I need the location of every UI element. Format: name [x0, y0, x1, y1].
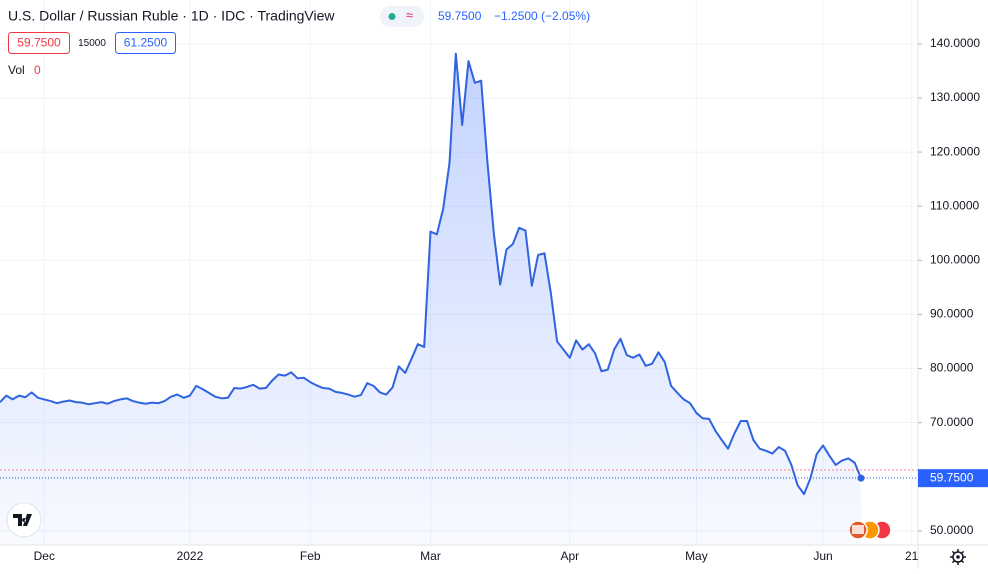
axes: 50.000060.000070.000080.000090.0000100.0… — [34, 36, 988, 563]
sell-button[interactable] — [8, 32, 70, 54]
x-tick-label: Apr — [560, 549, 579, 563]
bid-price: 59.7500 — [17, 36, 61, 50]
event-flags[interactable] — [848, 520, 892, 540]
y-tick-label: 50.0000 — [930, 523, 974, 537]
logo-glyph — [13, 514, 32, 526]
area-fill — [0, 53, 862, 545]
status-pill[interactable] — [380, 6, 424, 27]
y-tick-label: 70.0000 — [930, 415, 974, 429]
spread: 15000 — [78, 38, 106, 49]
x-tick-label: Mar — [420, 549, 441, 563]
volume-value: 0 — [34, 63, 41, 77]
legend-last: 59.7500 — [438, 9, 482, 23]
y-tick-label: 80.0000 — [930, 361, 974, 375]
price-line — [0, 52, 862, 496]
plot — [0, 52, 918, 545]
x-tick-label: Dec — [34, 549, 55, 563]
y-tick-label: 130.0000 — [930, 90, 980, 104]
buy-button[interactable] — [115, 32, 176, 54]
chart-title: U.S. Dollar / Russian Ruble · 1D · IDC ·… — [8, 8, 335, 24]
legend-change: −1.2500 (−2.05%) — [494, 9, 590, 23]
x-tick-label: 2022 — [177, 549, 204, 563]
last-price-label: 59.7500 — [930, 470, 974, 484]
y-tick-label: 100.0000 — [930, 252, 980, 266]
delayed-icon: ≈ — [406, 7, 413, 22]
market-status-dot — [388, 13, 396, 20]
y-tick-label: 140.0000 — [930, 36, 980, 50]
x-tick-label: Feb — [300, 549, 321, 563]
x-tick-label: Jun — [813, 549, 832, 563]
x-tick-label: May — [685, 549, 708, 563]
volume-label: Vol — [8, 63, 25, 77]
settings-icon[interactable] — [950, 549, 966, 565]
x-tick-label: 21 — [905, 549, 919, 563]
last-price-tag — [918, 469, 988, 488]
y-tick-label: 90.0000 — [930, 307, 974, 321]
ask-price: 61.2500 — [124, 36, 168, 50]
y-tick-label: 120.0000 — [930, 144, 980, 158]
y-tick-label: 110.0000 — [930, 198, 979, 212]
